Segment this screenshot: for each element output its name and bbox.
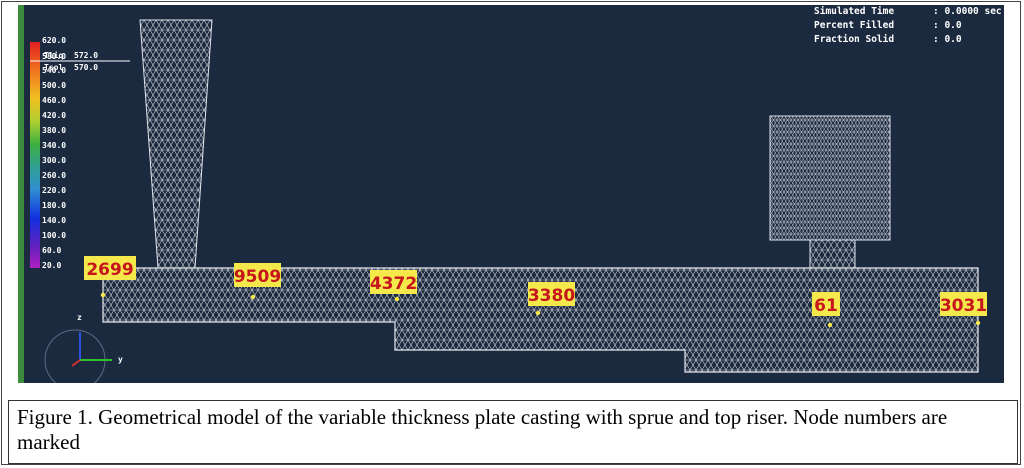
scale-label: 460.0: [42, 96, 66, 105]
color-bar: [30, 42, 40, 268]
scale-label: 580.0: [42, 52, 66, 61]
status-label: Fraction Solid: [814, 34, 894, 45]
scale-label: 380.0: [42, 126, 66, 135]
solidus-label: Tsol: [44, 63, 63, 72]
node-label-box: [370, 270, 417, 294]
node-point: [394, 296, 400, 302]
axis-label: y: [118, 355, 123, 364]
node-label: 4372: [370, 274, 417, 294]
node-label: 3380: [528, 286, 575, 306]
node-point: [535, 310, 541, 316]
status-label: Percent Filled: [814, 20, 894, 31]
x-axis: [71, 359, 81, 367]
scale-label: 540.0: [42, 66, 66, 75]
status-value: : 0.0000 sec: [933, 6, 1002, 17]
status-label: Simulated Time: [814, 6, 894, 17]
node-point: [250, 294, 256, 300]
node-point: [100, 292, 106, 298]
node-label: 2699: [86, 260, 133, 280]
node-label-box: [84, 256, 136, 280]
status-value: : 0.0: [933, 34, 962, 45]
scale-label: 340.0: [42, 141, 66, 150]
scale-label: 260.0: [42, 171, 66, 180]
caption: Figure 1. Geometrical model of the varia…: [8, 400, 1018, 464]
side-strip: [18, 5, 24, 383]
scale-label: 220.0: [42, 186, 66, 195]
node-point: [975, 320, 981, 326]
node-label-box: [812, 292, 840, 316]
liquidus-label: Tliq: [44, 50, 63, 60]
scale-label: 420.0: [42, 111, 66, 120]
riser-neck: [809, 239, 856, 269]
node-label-box: [940, 292, 987, 316]
node-label: 9509: [234, 267, 281, 287]
node-point: [827, 322, 833, 328]
liquidus-value: 572.0: [74, 51, 98, 60]
status-value: : 0.0: [933, 20, 962, 31]
axis-label: z: [77, 313, 82, 322]
scale-label: 60.0: [42, 246, 61, 255]
scale-label: 100.0: [42, 231, 66, 240]
scale-label: 180.0: [42, 201, 66, 210]
node-label: 61: [814, 296, 838, 316]
scale-label: 620.0: [42, 36, 66, 45]
node-label-box: [234, 263, 281, 287]
riser: [769, 115, 891, 241]
simulation-view: z y Tliq 572.0 Tsol 570.0 620.0 580.0 540.…: [18, 5, 1004, 383]
node-label-box: [528, 282, 575, 306]
scale-label: 20.0: [42, 261, 61, 270]
solidus-value: 570.0: [74, 63, 98, 72]
scale-label: 300.0: [42, 156, 66, 165]
scale-label: 500.0: [42, 81, 66, 90]
scale-label: 140.0: [42, 216, 66, 225]
node-label: 3031: [940, 296, 987, 316]
